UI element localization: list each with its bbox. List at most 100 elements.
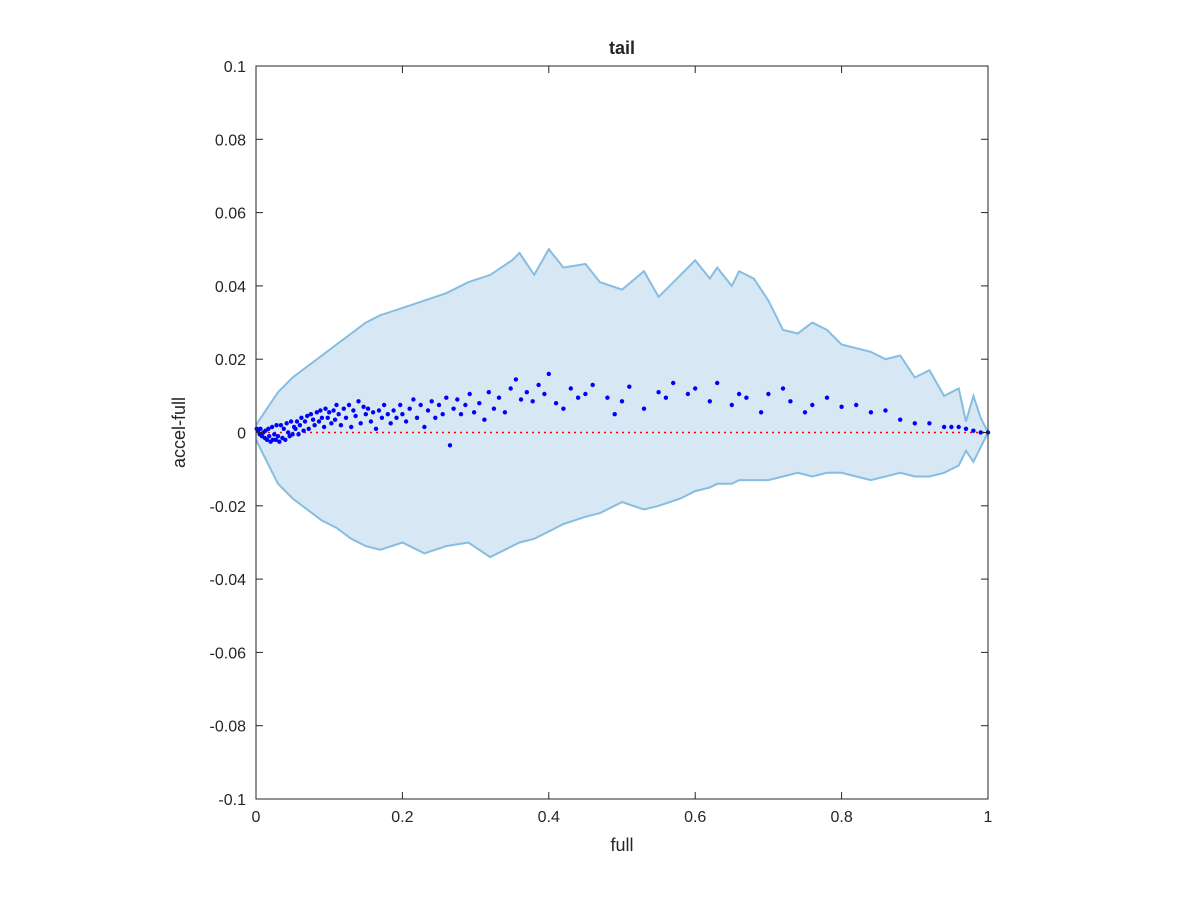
data-point	[810, 402, 815, 408]
data-point	[308, 412, 314, 417]
data-point	[341, 406, 346, 411]
y-tick-label: 0.06	[215, 206, 246, 223]
data-point	[575, 395, 581, 400]
data-point	[388, 421, 393, 426]
data-point	[912, 421, 917, 426]
data-point	[508, 386, 513, 391]
data-point	[941, 424, 947, 430]
data-point	[839, 404, 844, 409]
data-point	[736, 391, 742, 397]
x-tick-label: 0.6	[684, 809, 706, 826]
y-tick-label: 0	[237, 426, 246, 443]
y-tick-label: -0.06	[210, 645, 247, 662]
data-point	[288, 419, 294, 424]
data-point	[513, 377, 519, 382]
data-point	[370, 410, 376, 415]
data-point	[956, 424, 961, 430]
x-axis-ticks: 0 0.2 0.4 0.6 0.8 1	[252, 66, 993, 826]
data-point	[455, 397, 460, 402]
data-point	[286, 430, 291, 435]
data-point	[343, 415, 349, 420]
data-point	[258, 426, 263, 431]
x-axis-label: full	[610, 835, 633, 855]
data-point	[305, 413, 310, 419]
data-point	[766, 391, 771, 397]
x-tick-label: 0.8	[830, 809, 852, 826]
data-point	[269, 424, 275, 430]
y-axis-label: accel-full	[169, 397, 189, 468]
data-point	[353, 413, 358, 419]
data-point	[451, 406, 456, 411]
data-point	[978, 430, 983, 435]
data-point	[302, 419, 308, 424]
y-tick-label: -0.08	[210, 719, 247, 736]
y-tick-label: 0.02	[215, 352, 246, 369]
data-point	[467, 391, 472, 397]
data-point	[312, 423, 317, 428]
data-point	[368, 419, 374, 424]
data-point	[619, 399, 625, 404]
data-point	[447, 443, 453, 448]
data-point	[334, 402, 339, 408]
data-point	[267, 434, 272, 439]
data-point	[433, 415, 438, 420]
data-point	[542, 391, 547, 397]
data-point	[496, 395, 502, 400]
data-point	[491, 406, 497, 411]
data-point	[379, 415, 385, 420]
data-point	[266, 426, 271, 431]
x-tick-label: 0	[252, 809, 261, 826]
data-point	[376, 408, 382, 413]
y-tick-label: -0.1	[218, 792, 246, 809]
data-point	[927, 421, 932, 426]
data-point	[290, 432, 295, 437]
data-point	[671, 380, 676, 386]
data-point	[486, 390, 491, 395]
data-point	[425, 408, 431, 413]
data-point	[707, 399, 712, 404]
data-point	[385, 412, 390, 417]
data-point	[868, 410, 874, 415]
data-point	[297, 423, 303, 428]
y-axis-ticks: -0.1 -0.08 -0.06 -0.04 -0.02 0 0.02 0.04 0.06 0.0…	[210, 59, 988, 809]
data-point	[358, 421, 363, 426]
data-point	[277, 439, 282, 444]
data-point	[546, 371, 551, 377]
data-point	[971, 428, 976, 433]
data-point	[314, 410, 319, 415]
data-point	[641, 406, 647, 411]
data-point	[590, 382, 595, 388]
data-point	[329, 421, 334, 426]
data-point	[824, 395, 830, 400]
data-point	[436, 402, 442, 408]
data-point	[949, 424, 954, 430]
data-point	[349, 424, 354, 430]
data-point	[321, 424, 327, 430]
data-point	[729, 402, 734, 408]
data-point	[440, 412, 445, 417]
confidence-band-lower-edge	[255, 432, 989, 559]
data-point	[316, 419, 322, 424]
plot-area	[254, 247, 991, 559]
data-point	[318, 408, 323, 413]
data-point	[332, 417, 338, 422]
data-point	[356, 399, 361, 404]
y-tick-label: 0.04	[215, 279, 246, 296]
data-point	[310, 417, 316, 422]
data-point	[553, 401, 559, 406]
data-point	[715, 380, 720, 386]
data-point	[319, 415, 325, 420]
data-point	[802, 410, 808, 415]
data-point	[331, 408, 336, 413]
data-point	[471, 410, 477, 415]
y-tick-label: 0.08	[215, 132, 246, 149]
data-point	[381, 402, 387, 408]
data-point	[536, 382, 541, 388]
data-point	[963, 426, 969, 431]
data-point	[612, 412, 617, 417]
data-point	[281, 426, 286, 431]
data-point	[284, 421, 289, 426]
data-point	[264, 437, 270, 442]
y-tick-label: -0.04	[210, 572, 247, 589]
